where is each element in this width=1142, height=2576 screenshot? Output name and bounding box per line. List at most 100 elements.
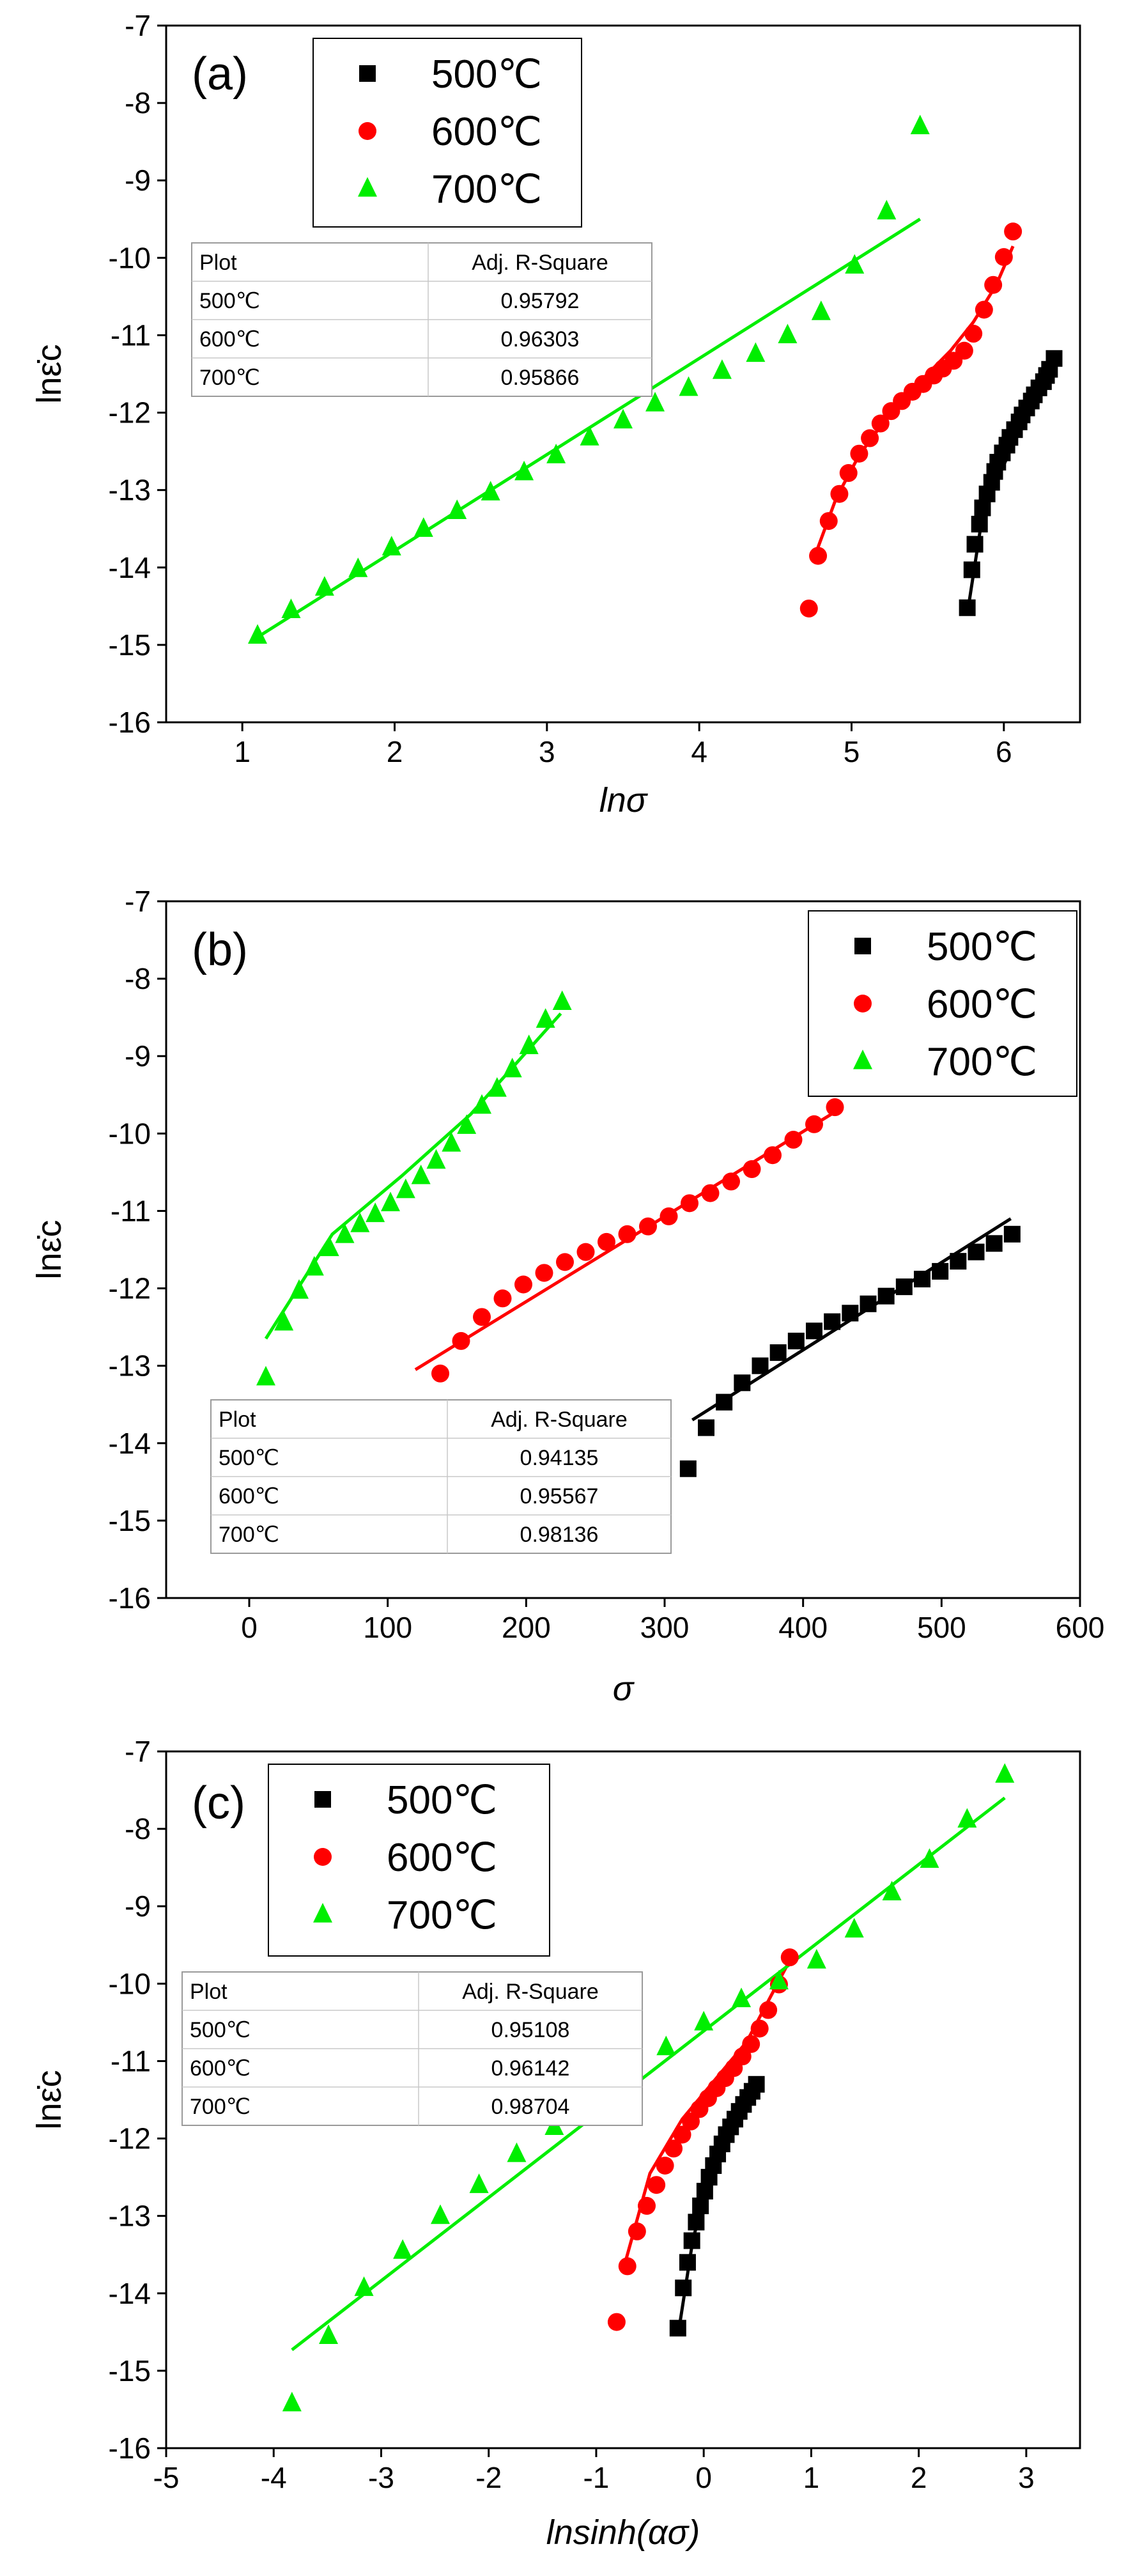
data-point-c-2-2 xyxy=(354,2276,374,2296)
chart-panel-b: 0 100 200 300 400 500 600 -7 -8 -9 -10 -11 -12 -13 -14… xyxy=(0,863,1142,1719)
panel-label-b: (b) xyxy=(192,924,248,975)
data-point-a-1-1 xyxy=(809,547,828,565)
legend-label-c-0: 500℃ xyxy=(387,1778,497,1822)
legend-label-b-1: 600℃ xyxy=(927,982,1037,1027)
fit-table-plot-b-1: 500℃ xyxy=(219,1446,279,1470)
data-point-b-2-16 xyxy=(502,1057,522,1078)
x-axis-title-c: lnsinh(ασ) xyxy=(546,2513,700,2552)
data-point-a-1-3 xyxy=(830,485,849,503)
y-tick-label-a-4: -11 xyxy=(111,318,151,352)
data-point-b-1-19 xyxy=(826,1098,844,1117)
y-tick-label-c-0: -7 xyxy=(125,1735,151,1768)
data-point-b-2-14 xyxy=(472,1094,491,1114)
data-point-b-1-10 xyxy=(639,1217,657,1236)
data-point-c-0-5 xyxy=(692,2197,709,2214)
x-tick-label-c-3: -2 xyxy=(475,2461,502,2494)
fit-table-r2-b-2: 0.95567 xyxy=(520,1484,599,1509)
data-point-c-1-5 xyxy=(656,2156,674,2175)
data-point-c-2-13 xyxy=(769,1969,789,1990)
data-point-b-1-9 xyxy=(618,1225,637,1243)
series-a-2 xyxy=(248,114,930,644)
data-point-b-2-15 xyxy=(487,1077,507,1097)
data-point-c-2-12 xyxy=(732,1987,752,2008)
y-tick-label-b-6: -13 xyxy=(109,1349,151,1383)
x-tick-label-a-2: 3 xyxy=(539,735,555,768)
data-point-c-2-17 xyxy=(920,1848,939,1868)
data-point-a-2-20 xyxy=(910,114,930,135)
data-point-a-1-18 xyxy=(984,275,1003,294)
data-point-c-0-6 xyxy=(696,2182,713,2200)
series-c-1 xyxy=(607,1948,799,2331)
data-point-b-0-3 xyxy=(734,1374,751,1392)
data-point-a-2-18 xyxy=(845,254,865,274)
fit-table-r2-a-3: 0.95866 xyxy=(501,366,580,390)
chart-b-svg: 0 100 200 300 400 500 600 -7 -8 -9 -10 -11 -12 -13 -14… xyxy=(30,885,1104,1708)
data-point-c-1-16 xyxy=(750,2019,769,2038)
data-point-c-1-7 xyxy=(673,2125,691,2144)
data-point-a-2-14 xyxy=(712,359,732,379)
x-tick-label-c-8: 3 xyxy=(1018,2461,1035,2494)
data-point-b-0-1 xyxy=(698,1419,714,1436)
y-tick-label-c-4: -11 xyxy=(111,2044,151,2077)
data-point-c-1-19 xyxy=(780,1948,799,1967)
fit-table-plot-c-1: 500℃ xyxy=(190,2018,251,2042)
x-tick-label-a-0: 1 xyxy=(234,735,251,768)
legend-label-c-2: 700℃ xyxy=(387,1893,497,1937)
data-point-b-2-2 xyxy=(289,1279,309,1299)
data-point-a-2-12 xyxy=(645,392,665,412)
data-point-b-2-11 xyxy=(426,1149,446,1169)
data-point-b-1-13 xyxy=(701,1184,720,1202)
data-point-a-2-9 xyxy=(546,444,566,463)
data-point-a-2-4 xyxy=(382,536,401,555)
plot-frame-a xyxy=(165,24,1081,724)
x-tick-label-c-4: -1 xyxy=(583,2461,609,2494)
data-point-b-0-8 xyxy=(824,1313,841,1330)
y-tick-label-b-5: -12 xyxy=(109,1272,151,1305)
data-point-a-2-11 xyxy=(613,408,633,429)
panel-label-a: (a) xyxy=(192,49,248,100)
chart-a-svg: 1 2 3 4 5 6 -7 -8 -9 -10 -11 -12 -13 -14 -15 -16 lnσ lnε̇… xyxy=(30,9,1081,819)
data-point-b-1-6 xyxy=(556,1253,574,1271)
x-tick-label-a-5: 6 xyxy=(996,735,1012,768)
fit-table-r2-b-3: 0.98136 xyxy=(520,1523,599,1547)
series-a-1 xyxy=(799,222,1022,617)
data-point-a-2-16 xyxy=(778,323,798,344)
fit-table-plot-b-2: 600℃ xyxy=(219,1484,279,1509)
data-point-c-0-18 xyxy=(748,2076,765,2093)
y-tick-label-b-9: -16 xyxy=(109,1581,151,1615)
data-point-b-2-0 xyxy=(256,1365,275,1386)
x-tick-label-b-2: 200 xyxy=(502,1611,551,1644)
data-point-a-1-2 xyxy=(819,512,838,531)
data-point-c-2-19 xyxy=(995,1763,1015,1783)
data-point-c-2-16 xyxy=(882,1881,902,1901)
data-point-b-0-17 xyxy=(985,1235,1003,1252)
data-point-a-2-1 xyxy=(281,598,301,618)
legend-box-b xyxy=(808,910,1077,1097)
data-point-c-2-6 xyxy=(507,2142,527,2162)
legend-marker-a-2 xyxy=(358,177,377,197)
y-tick-label-a-2: -9 xyxy=(125,164,151,197)
data-point-a-0-3 xyxy=(971,515,988,532)
y-tick-label-c-1: -8 xyxy=(125,1812,151,1845)
data-point-a-2-15 xyxy=(746,342,766,362)
legend-marker-a-1 xyxy=(359,122,376,140)
plot-frame-b xyxy=(165,900,1081,1599)
data-point-b-2-17 xyxy=(519,1034,539,1055)
data-point-a-1-20 xyxy=(1004,222,1022,241)
y-tick-label-a-1: -8 xyxy=(125,86,151,120)
data-point-b-2-3 xyxy=(304,1255,324,1276)
data-point-b-1-2 xyxy=(473,1308,491,1326)
y-tick-label-c-5: -12 xyxy=(109,2122,151,2155)
data-point-a-1-17 xyxy=(975,300,993,319)
chart-c-svg: -5 -4 -3 -2 -1 0 1 2 3-7-8-9-10-11-12-13-14-15-1… xyxy=(30,1735,1081,2552)
fit-table-plot-c-2: 600℃ xyxy=(190,2056,251,2081)
data-point-a-2-6 xyxy=(447,499,467,519)
data-point-a-1-6 xyxy=(861,429,879,447)
data-point-a-2-5 xyxy=(413,517,433,537)
data-point-c-2-10 xyxy=(656,2035,676,2056)
y-tick-label-c-9: -16 xyxy=(109,2432,151,2465)
x-tick-label-c-2: -3 xyxy=(368,2461,394,2494)
y-tick-label-c-8: -15 xyxy=(109,2354,151,2387)
data-point-a-2-19 xyxy=(877,199,897,220)
data-point-b-2-13 xyxy=(457,1114,477,1134)
